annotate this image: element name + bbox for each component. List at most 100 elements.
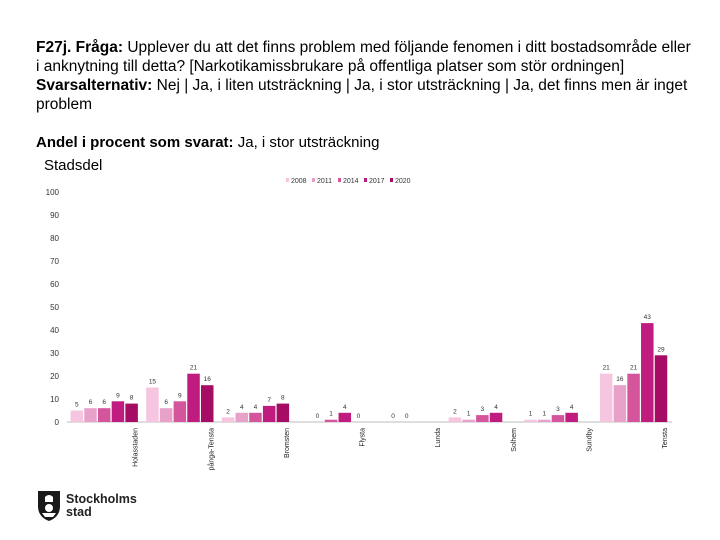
bar-data-label: 0 xyxy=(391,413,395,420)
legend-swatch xyxy=(312,178,315,182)
bar xyxy=(159,408,173,422)
bar xyxy=(111,401,125,422)
legend-label: 2011 xyxy=(317,178,332,185)
bar-data-label: 1 xyxy=(467,411,471,418)
logo-line-1: Stockholms xyxy=(66,492,137,506)
stockholm-crest-icon xyxy=(38,491,60,521)
logo-text: Stockholms stad xyxy=(66,493,137,519)
bar xyxy=(551,415,565,422)
question-label: F27j. Fråga: xyxy=(36,39,123,56)
question-heading: F27j. Fråga: Upplever du att det finns p… xyxy=(36,38,696,114)
category-tick-label: Bromsten xyxy=(284,428,291,458)
y-tick-label: 60 xyxy=(50,280,59,289)
bar xyxy=(489,412,503,422)
y-tick-label: 90 xyxy=(50,211,59,220)
legend-swatch xyxy=(390,178,393,182)
category-tick-label: Tensta xyxy=(662,428,669,449)
bar-data-label: 1 xyxy=(542,411,546,418)
y-tick-label: 0 xyxy=(55,418,60,427)
subtitle-label: Andel i procent som svarat: xyxy=(36,134,234,151)
legend-swatch xyxy=(338,178,341,182)
bar xyxy=(538,419,551,422)
y-tick-label: 100 xyxy=(46,188,60,197)
bar-data-label: 2 xyxy=(226,408,230,415)
bar-data-label: 2 xyxy=(453,408,457,415)
bar xyxy=(276,403,290,422)
bar xyxy=(173,401,187,422)
bar xyxy=(641,323,654,422)
bar-data-label: 3 xyxy=(556,406,560,413)
bar-data-label: 8 xyxy=(281,395,285,402)
bar xyxy=(146,387,159,422)
chart-subtitle: Andel i procent som svarat: Ja, i stor u… xyxy=(36,134,379,152)
legend-swatch xyxy=(364,178,367,182)
legend-label: 2014 xyxy=(343,178,359,185)
y-tick-label: 20 xyxy=(50,372,59,381)
legend-label: 2017 xyxy=(369,178,385,185)
y-tick-label: 10 xyxy=(50,395,59,404)
bar xyxy=(97,408,111,422)
category-tick-label: Spånga-Tensta xyxy=(207,428,215,470)
bar-data-label: 7 xyxy=(267,397,271,404)
bar xyxy=(462,419,475,422)
y-tick-label: 30 xyxy=(50,349,59,358)
bar-data-label: 16 xyxy=(204,376,212,383)
bar-data-label: 8 xyxy=(130,395,134,402)
legend-label: 2008 xyxy=(291,178,307,185)
bar xyxy=(565,412,578,422)
bar-data-label: 15 xyxy=(149,379,157,386)
bar xyxy=(84,408,97,422)
legend-label: 2020 xyxy=(395,178,411,185)
subtitle-value: Ja, i stor utsträckning xyxy=(237,134,380,151)
legend-swatch xyxy=(286,178,289,182)
answers-text: Nej | Ja, i liten utsträckning | Ja, i s… xyxy=(36,77,688,113)
bar-data-label: 1 xyxy=(529,411,533,418)
category-tick-label: Flysta xyxy=(360,428,367,447)
bar xyxy=(125,403,138,422)
y-tick-label: 70 xyxy=(50,257,59,266)
bar-data-label: 16 xyxy=(616,376,624,383)
bar-data-label: 21 xyxy=(190,365,198,372)
bar-data-label: 1 xyxy=(329,411,333,418)
logo-line-2: stad xyxy=(66,505,92,519)
bar xyxy=(448,417,462,422)
category-tick-label: Sundby xyxy=(586,428,593,452)
bar-data-label: 6 xyxy=(164,399,168,406)
bar-data-label: 5 xyxy=(75,402,79,409)
bar-data-label: 0 xyxy=(316,413,320,420)
bar-data-label: 9 xyxy=(178,392,182,399)
bar-data-label: 29 xyxy=(657,346,665,353)
bar-data-label: 4 xyxy=(570,404,574,411)
bar xyxy=(235,412,249,422)
category-tick-label: Lunda xyxy=(435,428,442,448)
category-tick-label: Holasstaden xyxy=(133,428,140,467)
bar xyxy=(599,373,613,422)
bar-data-label: 21 xyxy=(630,365,638,372)
y-tick-label: 50 xyxy=(50,303,59,312)
bar xyxy=(524,419,537,422)
bar-data-label: 9 xyxy=(116,392,120,399)
answers-label: Svarsalternativ: xyxy=(36,77,153,94)
bar-data-label: 4 xyxy=(494,404,498,411)
bar xyxy=(338,412,352,422)
bar xyxy=(249,412,262,422)
y-tick-label: 80 xyxy=(50,234,59,243)
bar xyxy=(70,410,84,422)
bar xyxy=(627,373,640,422)
bar-data-label: 0 xyxy=(357,413,361,420)
bar xyxy=(262,405,276,422)
question-text: Upplever du att det finns problem med fö… xyxy=(36,39,691,75)
bar xyxy=(200,385,214,422)
bar-data-label: 6 xyxy=(102,399,106,406)
bar xyxy=(654,355,668,422)
bar-data-label: 4 xyxy=(343,404,347,411)
bar-data-label: 6 xyxy=(89,399,93,406)
bar xyxy=(187,373,200,422)
bar-data-label: 4 xyxy=(254,404,258,411)
y-tick-label: 40 xyxy=(50,326,59,335)
category-tick-label: Solhem xyxy=(511,428,518,452)
bar-data-label: 43 xyxy=(644,314,652,321)
group-label: Stadsdel xyxy=(44,157,103,174)
bar-data-label: 0 xyxy=(405,413,409,420)
